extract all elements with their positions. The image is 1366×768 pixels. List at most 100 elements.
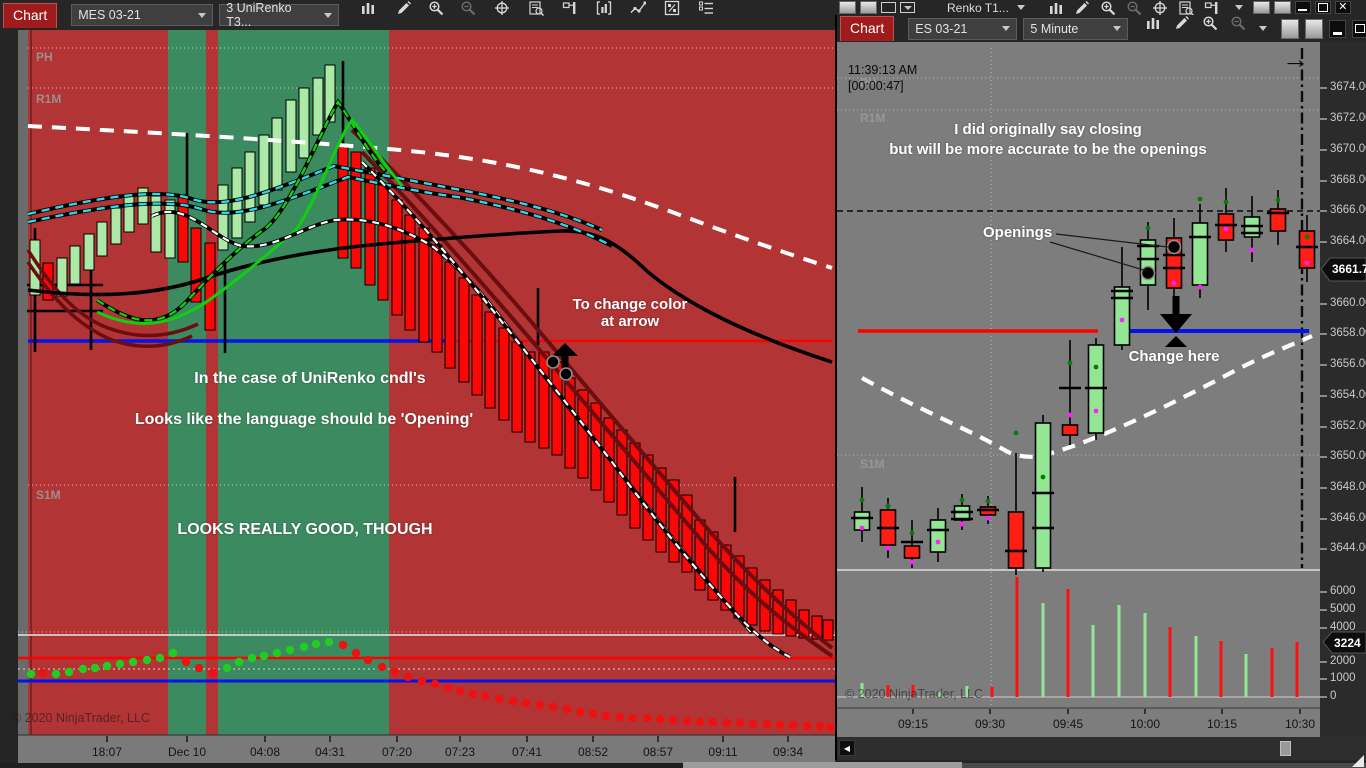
background-scrollbar-thumb[interactable]	[683, 762, 962, 768]
scrollbar-handle[interactable]	[1280, 741, 1291, 756]
candle[interactable]	[324, 64, 336, 123]
down-arrow-marker[interactable]	[1160, 314, 1192, 333]
annotation-arrow-note[interactable]: To change color at arrow	[555, 296, 705, 330]
zoom-in-icon[interactable]	[1097, 1, 1119, 16]
chart-style-icon[interactable]	[1045, 1, 1067, 14]
candle[interactable]	[471, 294, 483, 396]
candle[interactable]	[350, 151, 362, 269]
annotation-note2[interactable]: Looks like the language should be 'Openi…	[134, 411, 474, 428]
link-button[interactable]	[1252, 1, 1270, 14]
annotation-note-line2[interactable]: but will be more accurate to be the open…	[889, 141, 1207, 158]
instrument-selector[interactable]: MES 03-21	[71, 4, 214, 26]
link-button[interactable]	[1304, 18, 1323, 39]
candle[interactable]	[1007, 511, 1025, 569]
chart-style-icon[interactable]	[357, 3, 379, 25]
chart-hscrollbar[interactable]: ◀	[837, 737, 1366, 760]
chart-tab[interactable]: Chart	[3, 2, 58, 28]
strategies-icon[interactable]	[661, 0, 683, 25]
candle[interactable]	[1298, 230, 1316, 269]
maximize-button[interactable]	[1351, 19, 1366, 38]
candle[interactable]	[164, 199, 176, 259]
candle[interactable]	[642, 454, 654, 541]
right-chart-canvas[interactable]	[835, 0, 1366, 768]
candle[interactable]	[271, 117, 283, 191]
up-arrow-marker[interactable]	[552, 343, 578, 356]
candle[interactable]	[123, 195, 135, 233]
chart-trader-icon[interactable]	[1201, 1, 1223, 14]
series-selector-label[interactable]: Renko T1...	[947, 0, 1009, 15]
candle[interactable]	[1061, 424, 1079, 436]
candle[interactable]	[1034, 422, 1052, 569]
annotation-openings[interactable]: Openings	[983, 224, 1053, 241]
minimize-button[interactable]	[1294, 1, 1311, 14]
zoom-in-icon[interactable]	[1201, 16, 1219, 39]
candle[interactable]	[431, 244, 443, 353]
properties-icon[interactable]	[695, 1, 717, 25]
candle[interactable]	[668, 479, 680, 563]
crosshair-icon[interactable]	[1149, 1, 1171, 15]
candle[interactable]	[655, 467, 667, 553]
series-selector[interactable]: 3 UniRenko T3...	[219, 1, 340, 29]
candle[interactable]	[83, 233, 95, 271]
candle[interactable]	[524, 351, 536, 443]
candle[interactable]	[244, 151, 256, 223]
candle[interactable]	[96, 221, 108, 257]
candle[interactable]	[337, 144, 349, 259]
candle[interactable]	[707, 531, 719, 601]
link-button[interactable]	[1280, 18, 1299, 39]
chart-tab[interactable]: Chart	[840, 16, 895, 41]
link-button[interactable]	[1273, 1, 1291, 14]
arrow-annotation[interactable]: →	[1282, 44, 1309, 74]
zoom-out-icon[interactable]	[1229, 16, 1247, 39]
candle[interactable]	[929, 519, 947, 553]
candle[interactable]	[484, 311, 496, 409]
interval-dropdown-button[interactable]	[900, 2, 915, 13]
link-button[interactable]	[860, 1, 877, 14]
annotation-note3[interactable]: LOOKS REALLY GOOD, THOUGH	[177, 521, 433, 538]
annotation-note-line1[interactable]: I did originally say closing	[954, 121, 1142, 138]
zoom-in-icon[interactable]	[425, 1, 447, 25]
candle[interactable]	[903, 545, 921, 559]
candle[interactable]	[681, 494, 693, 573]
annotation-change-here[interactable]: Change here	[1128, 348, 1220, 365]
interval-button[interactable]	[881, 2, 896, 13]
interval-selector[interactable]: 5 Minute	[1023, 17, 1128, 40]
candle[interactable]	[458, 277, 470, 383]
candle[interactable]	[538, 351, 550, 449]
chevron-down-icon[interactable]	[1258, 26, 1267, 31]
candle[interactable]	[285, 99, 297, 173]
crosshair-icon[interactable]	[491, 1, 513, 25]
zoom-out-icon[interactable]	[1123, 1, 1145, 16]
candle[interactable]	[190, 227, 202, 303]
candle[interactable]	[498, 327, 510, 421]
data-box-icon[interactable]	[525, 1, 547, 25]
candle[interactable]	[391, 199, 403, 316]
data-box-icon[interactable]	[1175, 1, 1197, 16]
candle[interactable]	[1113, 286, 1131, 346]
candle[interactable]	[720, 544, 732, 611]
candle[interactable]	[364, 167, 376, 286]
candle[interactable]	[312, 77, 324, 136]
annotation-note1[interactable]: In the case of UniRenko cndl's	[194, 370, 426, 387]
candle[interactable]	[1269, 208, 1287, 232]
candle[interactable]	[69, 245, 81, 285]
indicators-icon[interactable]	[627, 1, 649, 25]
instrument-selector[interactable]: ES 03-21	[908, 17, 1018, 40]
link-button[interactable]	[839, 1, 856, 14]
left-chart-canvas[interactable]	[0, 0, 835, 768]
scroll-left-button[interactable]: ◀	[839, 740, 855, 756]
candle[interactable]	[217, 184, 229, 251]
candle[interactable]	[204, 242, 216, 331]
drawing-tools-icon[interactable]	[1071, 1, 1093, 14]
candle[interactable]	[298, 87, 310, 159]
chart-style-icon[interactable]	[1144, 18, 1162, 39]
candle[interactable]	[110, 207, 122, 245]
restore-button[interactable]	[1314, 1, 1331, 14]
resize-grip[interactable]	[1352, 755, 1364, 767]
candle[interactable]	[1191, 222, 1209, 286]
candle[interactable]	[822, 619, 834, 641]
candle[interactable]	[811, 615, 823, 640]
drawing-tools-icon[interactable]	[393, 1, 415, 25]
indicators-panel-icon[interactable]	[593, 1, 615, 25]
zoom-out-icon[interactable]	[457, 1, 479, 25]
